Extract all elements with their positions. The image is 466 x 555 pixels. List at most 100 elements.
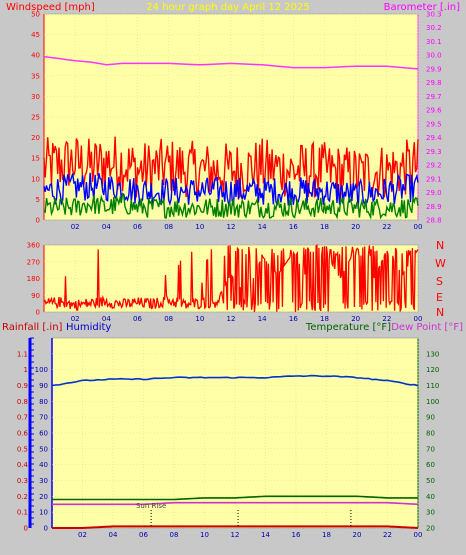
barometer-y-tick-label: 29.9 [426,65,442,73]
humidity-y-tick-label: 70 [39,414,48,422]
direction-x-tick-label: 16 [289,315,298,323]
rainfall-y-tick-label: 1 [24,366,28,374]
direction-x-tick-label: 20 [351,315,360,323]
barometer-y-tick-label: 29.4 [426,134,442,142]
temp-x-tick-label: 14 [261,531,270,539]
temperature-y-tick-label: 20 [426,525,435,533]
direction-x-tick-label: 06 [133,315,142,323]
direction-letter-e: E [436,291,443,304]
wind-min-line [43,192,419,220]
direction-x-tick-label: 04 [102,315,111,323]
temperature-y-tick-label: 50 [426,477,435,485]
wind-direction-line [43,243,419,313]
barometer-y-tick-label: 29.0 [426,189,442,197]
barometer-axis-label: Barometer [.in] [384,2,460,13]
barometer-y-tick-label: 29.7 [426,93,442,101]
humidity-y-tick-label: 100 [35,366,48,374]
temperature-y-tick-label: 30 [426,509,435,517]
wind-x-tick-label: 16 [289,223,298,231]
wind-x-tick-label: 20 [351,223,360,231]
rainfall-y-tick-label: 0.6 [17,430,29,438]
barometer-y-tick-label: 29.1 [426,175,442,183]
humidity-y-tick-label: 50 [39,445,48,453]
humidity-y-tick-label: 0 [44,525,48,533]
windspeed-y-tick-label: 0 [36,217,40,225]
windspeed-y-tick-label: 10 [31,175,40,183]
temperature-line [52,495,418,501]
humidity-y-tick-label: 40 [39,461,48,469]
temperature-y-tick-label: 120 [426,366,439,374]
barometer-y-tick-label: 30.2 [426,24,442,32]
wind-x-tick-label: 00 [414,223,423,231]
temp-x-tick-label: 22 [383,531,392,539]
wind-x-tick-label: 22 [382,223,391,231]
temp-x-tick-label: 12 [231,531,240,539]
wind-x-tick-label: 18 [320,223,329,231]
windspeed-y-tick-label: 5 [36,196,40,204]
direction-y-tick-label: 270 [27,258,40,266]
rainfall-y-tick-label: 0.5 [17,445,28,453]
direction-x-tick-label: 08 [164,315,173,323]
wind-gust-line [43,136,419,201]
temp-humidity-chart-group: 0 0.1 0.2 0.3 0.4 0.5 0.6 0.7 0.8 0.9 1 1.1 0 10 20 30 4… [17,337,439,539]
barometer-y-tick-label: 30.0 [426,52,442,60]
direction-y-tick-label: 90 [31,292,40,300]
wind-baro-chart-group: 0 5 10 15 20 25 30 35 40 45 50 28.8 28.9 29.0 29.1 29.2… [31,11,442,232]
barometer-y-tick-label: 29.2 [426,162,442,170]
wind-direction-chart-group: 0 90 180 270 360 02 04 06 08 10 12 14 16 18 20 22 00 [27,242,423,324]
temp-x-tick-label: 16 [292,531,301,539]
barometer-y-tick-label: 30.3 [426,11,442,19]
direction-y-tick-label: 180 [27,275,40,283]
rainfall-y-tick-label: 0.8 [17,398,28,406]
rainfall-line [52,525,419,529]
rainfall-axis-label: Rainfall [.in] [2,322,63,333]
barometer-y-tick-label: 29.6 [426,107,442,115]
direction-x-tick-label: 00 [414,315,423,323]
chart-layers: 0510152025303540455028.828.929.029.129.2… [17,11,442,540]
barometer-y-tick-label: 30.1 [426,38,442,46]
direction-y-tick-label: 0 [36,309,40,317]
direction-letter-n-top: N [436,239,444,252]
barometer-y-tick-label: 29.5 [426,120,442,128]
windspeed-y-tick-label: 50 [31,11,40,19]
humidity-y-tick-label: 80 [39,398,48,406]
temperature-axis-label: Temperature [°F] [305,322,391,333]
temp-x-tick-label: 10 [200,531,209,539]
direction-x-tick-label: 12 [227,315,236,323]
temperature-y-tick-label: 60 [426,461,435,469]
temperature-y-tick-label: 100 [426,398,439,406]
wind-average-line [43,172,419,209]
temp-x-tick-label: 02 [78,531,87,539]
rainfall-y-tick-label: 0 [24,525,28,533]
rainfall-y-tick-label: 1.1 [17,350,28,358]
wind-x-tick-label: 08 [164,223,173,231]
direction-x-tick-label: 02 [71,315,80,323]
humidity-axis-label: Humidity [66,322,111,333]
windspeed-y-tick-label: 45 [31,31,40,39]
windspeed-y-tick-label: 40 [31,52,40,60]
humidity-line [51,374,419,387]
direction-letter-w: W [435,257,446,270]
wind-x-tick-label: 10 [195,223,204,231]
temp-x-tick-label: 00 [414,531,423,539]
barometer-y-tick-label: 29.8 [426,79,442,87]
direction-letter-s: S [436,275,443,288]
dewpoint-line [52,501,419,506]
barometer-line [43,55,419,70]
direction-x-tick-label: 18 [320,315,329,323]
direction-x-tick-label: 14 [258,315,267,323]
temp-x-tick-label: 06 [139,531,148,539]
rainfall-y-tick-label: 0.2 [17,493,28,501]
humidity-y-tick-label: 60 [39,430,48,438]
temp-x-tick-label: 04 [109,531,118,539]
temperature-y-tick-label: 40 [426,493,435,501]
temp-x-tick-label: 18 [322,531,331,539]
windspeed-y-tick-label: 20 [31,134,40,142]
direction-y-tick-label: 360 [27,242,40,250]
wind-x-tick-label: 02 [71,223,80,231]
wind-x-tick-label: 04 [102,223,111,231]
windspeed-y-tick-label: 15 [31,155,40,163]
barometer-y-tick-label: 28.8 [426,217,442,225]
dewpoint-axis-label: Dew Point [°F] [391,322,463,333]
